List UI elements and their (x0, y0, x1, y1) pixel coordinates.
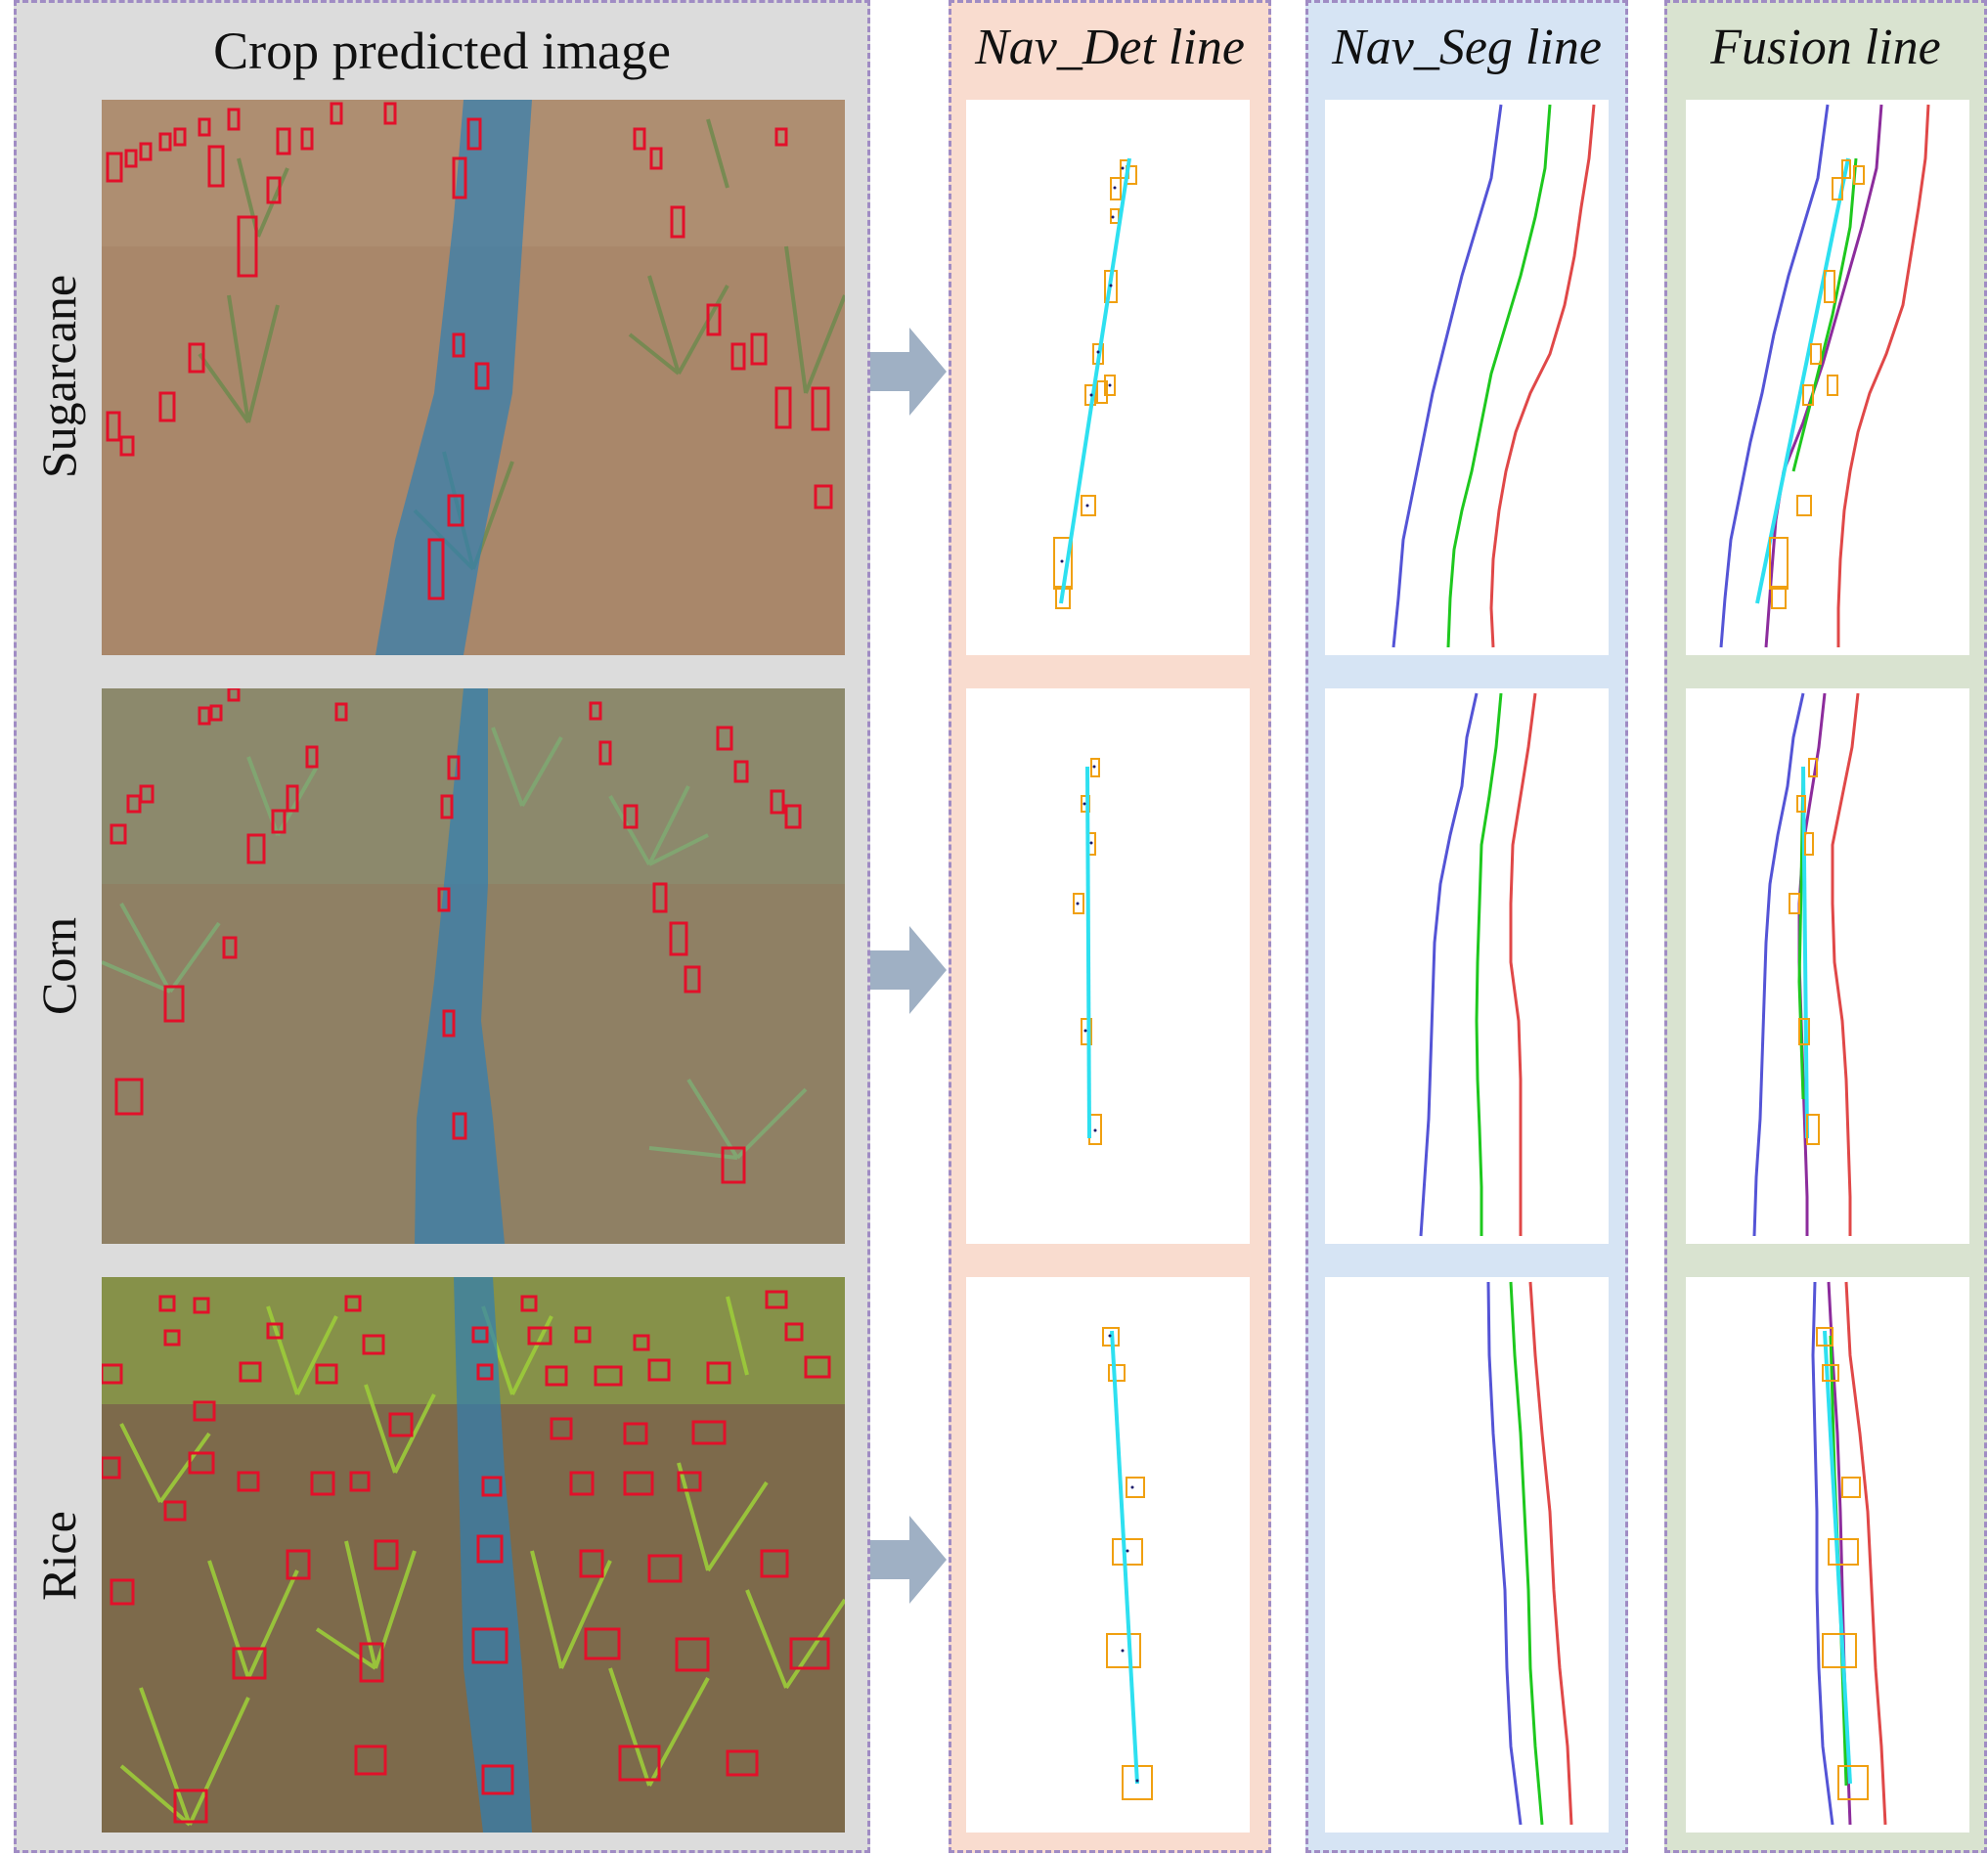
nav-seg-title: Nav_Seg line (1332, 20, 1602, 75)
arrow-right-icon (870, 926, 947, 1014)
rice-fusion-plot (1686, 1277, 1969, 1833)
sugarcane-fusion-plot (1686, 100, 1969, 655)
corn-seg-plot (1325, 688, 1609, 1244)
sugarcane-det-plot (966, 100, 1250, 655)
rice-predicted-photo (102, 1277, 845, 1833)
fusion-title: Fusion line (1710, 20, 1941, 75)
row-label-rice: Rice (31, 1511, 86, 1601)
rice-det-plot (966, 1277, 1250, 1833)
corn-fusion-plot (1686, 688, 1969, 1244)
corn-det-plot (966, 688, 1250, 1244)
row-label-corn: Corn (31, 917, 86, 1015)
crop-predicted-title: Crop predicted image (213, 22, 671, 80)
arrow-right-icon (870, 328, 947, 416)
arrow-right-icon (870, 1516, 947, 1604)
rice-seg-plot (1325, 1277, 1609, 1833)
corn-predicted-photo (102, 688, 845, 1244)
row-label-sugarcane: Sugarcane (31, 274, 86, 479)
sugarcane-seg-plot (1325, 100, 1609, 655)
nav-det-title: Nav_Det line (975, 20, 1245, 75)
sugarcane-predicted-photo (102, 100, 845, 655)
